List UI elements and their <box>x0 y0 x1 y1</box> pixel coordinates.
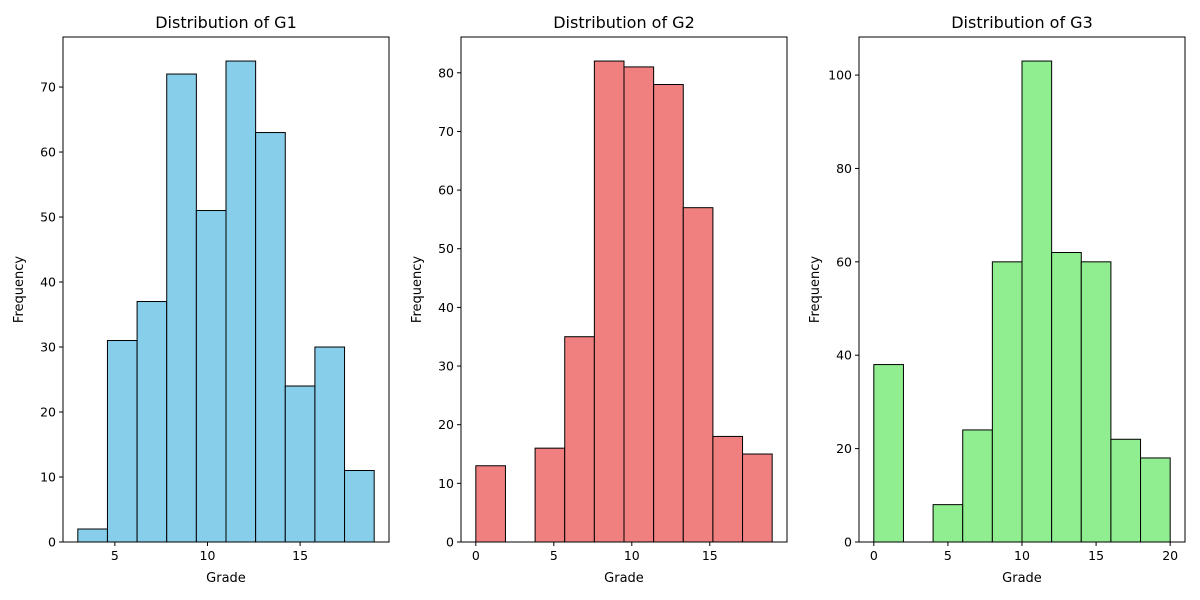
x-axis-label: Grade <box>604 571 644 586</box>
y-tick-label: 30 <box>40 340 56 355</box>
x-tick-label: 0 <box>870 548 878 563</box>
x-tick-label: 10 <box>624 548 640 563</box>
x-tick-label: 5 <box>111 548 119 563</box>
y-tick-label: 70 <box>40 80 56 95</box>
histogram-bar <box>1080 261 1112 543</box>
histogram-bar <box>962 429 993 543</box>
histogram-bar <box>742 453 773 543</box>
histogram-bar <box>1051 251 1082 543</box>
y-tick-label: 50 <box>438 241 454 256</box>
histogram-bar <box>623 66 655 543</box>
histogram-panel-1: 5 10 15 0 10 20 30 40 50 60 70 Distribution of G1 Gr… <box>12 13 390 586</box>
y-tick-label: 10 <box>40 470 56 485</box>
y-tick-label: 80 <box>438 65 454 80</box>
chart-title: Distribution of G1 <box>155 13 297 32</box>
chart-title: Distribution of G2 <box>553 13 695 32</box>
histogram-bar <box>932 504 964 543</box>
y-tick-label: 0 <box>48 535 56 550</box>
histogram-bar <box>534 447 566 543</box>
x-tick-label: 0 <box>472 548 480 563</box>
y-tick-label: 30 <box>438 359 454 374</box>
histogram-bar <box>653 84 684 543</box>
histogram-bar <box>712 435 744 543</box>
x-tick-label: 5 <box>944 548 952 563</box>
histogram-bar <box>255 132 286 543</box>
y-tick-label: 20 <box>438 417 454 432</box>
histogram-bar <box>195 210 227 543</box>
x-tick-label: 10 <box>1014 548 1030 563</box>
histogram-bar <box>593 60 625 543</box>
y-tick-label: 80 <box>836 161 852 176</box>
histogram-bar <box>284 385 316 543</box>
histogram-bar <box>1140 457 1171 543</box>
plot-frame <box>460 36 788 543</box>
y-axis-label: Frequency <box>12 256 27 323</box>
histogram-bar <box>166 73 197 543</box>
y-tick-label: 60 <box>40 145 56 160</box>
x-tick-label: 15 <box>292 548 308 563</box>
y-tick-label: 40 <box>836 348 852 363</box>
y-tick-label: 40 <box>438 300 454 315</box>
x-tick-label: 15 <box>702 548 718 563</box>
y-tick-label: 0 <box>446 535 454 550</box>
histogram-bar <box>314 346 346 543</box>
y-tick-label: 20 <box>40 405 56 420</box>
chart-title: Distribution of G3 <box>951 13 1093 32</box>
y-tick-label: 20 <box>836 441 852 456</box>
y-tick-label: 70 <box>438 124 454 139</box>
histogram-bar <box>991 261 1023 543</box>
histogram-bar <box>77 528 108 543</box>
histogram-bar <box>475 465 506 543</box>
y-tick-label: 0 <box>844 535 852 550</box>
histogram-panel-3: 0 5 10 15 20 0 20 40 60 80 100 Distribution of G3 Gr… <box>808 13 1186 586</box>
y-tick-label: 60 <box>438 183 454 198</box>
y-tick-label: 100 <box>828 68 852 83</box>
histogram-bar <box>1110 438 1142 543</box>
y-tick-label: 10 <box>438 476 454 491</box>
x-tick-label: 20 <box>1162 548 1178 563</box>
x-tick-label: 10 <box>200 548 216 563</box>
plot-frame <box>62 36 390 543</box>
x-tick-label: 5 <box>550 548 558 563</box>
histogram-panel-2: 0 5 10 15 0 10 20 30 40 50 60 70 80 Distribution of G… <box>410 13 788 586</box>
histogram-bar <box>682 207 714 543</box>
histogram-bar <box>344 470 375 543</box>
histogram-bar <box>564 336 595 543</box>
histogram-bar <box>873 364 904 543</box>
y-tick-label: 50 <box>40 210 56 225</box>
histogram-bar <box>1021 60 1053 543</box>
histogram-bar <box>225 60 257 543</box>
histogram-bar <box>136 301 168 543</box>
y-axis-label: Frequency <box>410 256 425 323</box>
x-tick-label: 15 <box>1088 548 1104 563</box>
x-axis-label: Grade <box>1002 571 1042 586</box>
x-axis-label: Grade <box>206 571 246 586</box>
y-tick-label: 40 <box>40 275 56 290</box>
y-axis-label: Frequency <box>808 256 823 323</box>
histogram-bar <box>106 340 138 543</box>
y-tick-label: 60 <box>836 254 852 269</box>
